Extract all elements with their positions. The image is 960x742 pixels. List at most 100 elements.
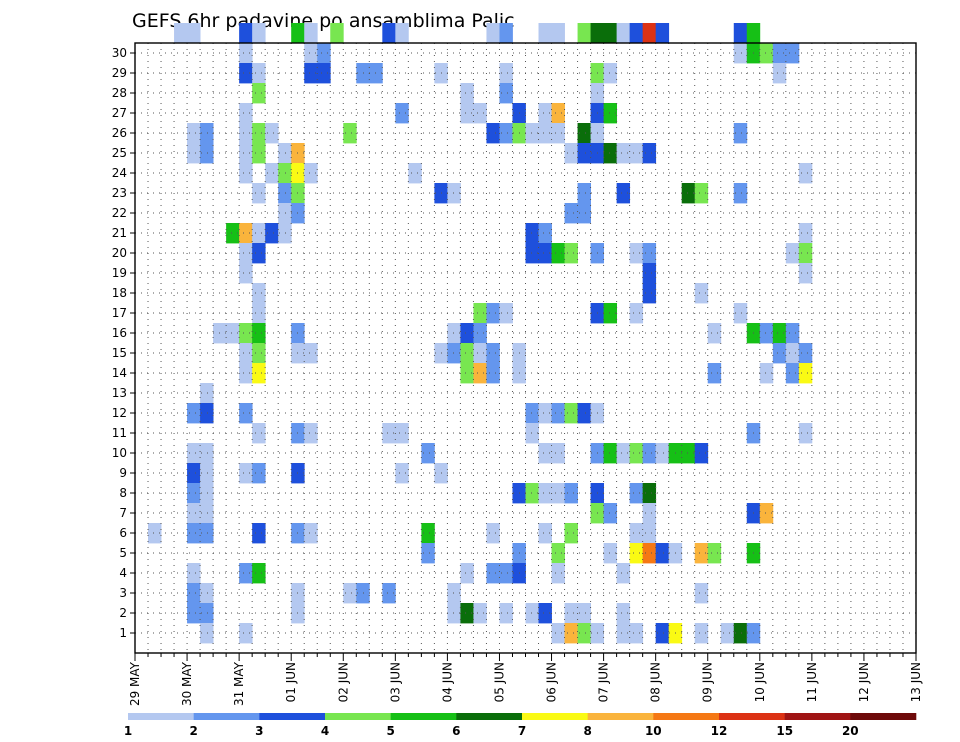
heatmap-cell: [603, 23, 618, 44]
legend-tick-label: 10: [645, 724, 662, 738]
heatmap-cell: [252, 423, 266, 444]
heatmap-cell: [577, 603, 591, 624]
heatmap-cell: [629, 243, 644, 264]
legend-swatch: [850, 713, 917, 720]
heatmap-cell: [473, 343, 487, 364]
legend-tick-label: 7: [518, 724, 526, 738]
heatmap-cell: [733, 23, 748, 44]
heatmap-cell: [252, 563, 266, 584]
heatmap-cell: [239, 143, 253, 164]
heatmap-cell: [382, 583, 396, 604]
legend-swatch: [587, 713, 654, 720]
heatmap-cell: [538, 103, 552, 124]
heatmap-cell: [252, 463, 266, 484]
heatmap-cell: [239, 463, 253, 484]
heatmap-cell: [564, 523, 578, 544]
heatmap-cell: [707, 363, 722, 384]
heatmap-cell: [278, 143, 292, 164]
heatmap-cell: [304, 23, 318, 44]
y-tick-label: 14: [112, 366, 127, 380]
y-tick-label: 3: [119, 586, 127, 600]
heatmap-cell: [200, 583, 214, 604]
heatmap-cell: [304, 523, 318, 544]
y-tick-label: 6: [119, 526, 127, 540]
heatmap-cell: [577, 183, 591, 204]
legend-swatch: [193, 713, 260, 720]
legend-tick-label: 5: [387, 724, 395, 738]
heatmap-cell: [239, 223, 253, 244]
heatmap-cell: [616, 443, 631, 464]
heatmap-cell: [785, 343, 800, 364]
x-tick-label: 13 JUN: [909, 662, 923, 702]
heatmap-cell: [317, 63, 331, 84]
legend-tick-label: 20: [842, 724, 859, 738]
heatmap-cell: [577, 203, 591, 224]
heatmap-cell: [239, 123, 253, 144]
heatmap-cell: [733, 303, 748, 324]
x-tick-label: 01 JUN: [284, 662, 298, 702]
y-tick-label: 5: [119, 546, 127, 560]
y-tick-label: 10: [112, 446, 127, 460]
heatmap-cell: [187, 503, 201, 524]
heatmap-cell: [538, 403, 552, 424]
heatmap-cell: [200, 483, 214, 504]
legend-tick-label: 2: [190, 724, 198, 738]
heatmap-cell: [473, 103, 487, 124]
heatmap-cell: [252, 243, 266, 264]
heatmap-cell: [733, 43, 748, 64]
heatmap-cell: [252, 183, 266, 204]
heatmap-cell: [187, 443, 201, 464]
heatmap-cell: [629, 523, 644, 544]
heatmap-cell: [187, 143, 201, 164]
heatmap-cell: [447, 323, 461, 344]
y-tick-label: 13: [112, 386, 127, 400]
heatmap-cell: [642, 543, 657, 564]
heatmap-cell: [473, 303, 487, 324]
heatmap-cell: [616, 623, 631, 644]
heatmap-cell: [577, 143, 591, 164]
heatmap-cell: [460, 603, 474, 624]
heatmap-cell: [460, 83, 474, 104]
legend-swatch: [719, 713, 785, 720]
heatmap-cell: [343, 583, 357, 604]
y-tick-label: 28: [112, 86, 127, 100]
legend-swatch: [522, 713, 588, 720]
heatmap-cell: [564, 623, 578, 644]
y-tick-label: 19: [112, 266, 127, 280]
heatmap-cell: [655, 443, 670, 464]
heatmap-cell: [239, 363, 253, 384]
heatmap-cell: [772, 343, 787, 364]
heatmap-cell: [603, 543, 618, 564]
chart-title: GEFS 6hr padavine po ansamblima Palic: [132, 10, 515, 32]
heatmap-cell: [603, 503, 618, 524]
heatmap-cell: [785, 323, 800, 344]
heatmap-cell: [252, 83, 266, 104]
heatmap-cell: [187, 603, 201, 624]
heatmap-cell: [486, 23, 500, 44]
heatmap-cell: [239, 163, 253, 184]
y-tick-label: 8: [119, 486, 127, 500]
legend-swatch: [390, 713, 457, 720]
y-tick-label: 12: [112, 406, 127, 420]
heatmap-cell: [187, 23, 201, 44]
heatmap-cell: [642, 243, 657, 264]
legend-tick-label: 4: [321, 724, 329, 738]
legend-swatch: [259, 713, 326, 720]
legend-swatch: [128, 713, 194, 720]
heatmap-cell: [564, 603, 578, 624]
heatmap-cell: [200, 443, 214, 464]
heatmap-cell: [616, 563, 631, 584]
heatmap-cell: [655, 623, 670, 644]
heatmap-cell: [681, 183, 696, 204]
heatmap-cell: [707, 323, 722, 344]
heatmap-cell: [551, 563, 565, 584]
y-tick-label: 9: [119, 466, 127, 480]
y-tick-label: 21: [112, 226, 127, 240]
heatmap-cell: [187, 583, 201, 604]
heatmap-cell: [239, 263, 253, 284]
heatmap-cell: [304, 423, 318, 444]
heatmap-cell: [694, 283, 709, 304]
heatmap-cell: [772, 63, 787, 84]
y-tick-label: 11: [112, 426, 127, 440]
heatmap-cell: [642, 283, 657, 304]
